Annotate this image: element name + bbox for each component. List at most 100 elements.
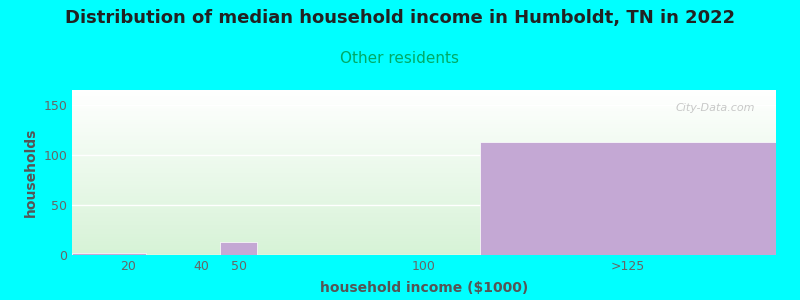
Bar <box>72 94 776 95</box>
Bar <box>72 138 776 139</box>
X-axis label: household income ($1000): household income ($1000) <box>320 281 528 295</box>
Bar <box>72 189 776 190</box>
Bar <box>72 179 776 180</box>
Bar <box>72 204 776 205</box>
Bar <box>72 195 776 196</box>
Bar <box>72 111 776 112</box>
Bar <box>72 137 776 138</box>
Bar <box>72 123 776 124</box>
Bar <box>72 184 776 185</box>
Bar <box>72 95 776 96</box>
Bar <box>72 240 776 241</box>
Bar <box>72 171 776 172</box>
Bar <box>72 230 776 231</box>
Y-axis label: households: households <box>24 128 38 217</box>
Bar <box>72 180 776 181</box>
Bar <box>72 97 776 98</box>
Bar <box>72 92 776 93</box>
Bar <box>72 229 776 230</box>
Bar <box>72 102 776 103</box>
Bar <box>72 163 776 164</box>
Bar <box>72 112 776 113</box>
Bar <box>72 173 776 174</box>
Bar <box>72 178 776 179</box>
Text: Distribution of median household income in Humboldt, TN in 2022: Distribution of median household income … <box>65 9 735 27</box>
Bar <box>72 196 776 197</box>
Bar <box>72 128 776 129</box>
Bar <box>72 248 776 249</box>
Bar <box>72 233 776 234</box>
Bar <box>72 237 776 238</box>
Bar <box>72 141 776 142</box>
Bar <box>72 142 776 143</box>
Bar <box>72 192 776 193</box>
Bar <box>72 193 776 194</box>
Bar <box>72 183 776 184</box>
Bar <box>72 251 776 252</box>
Bar <box>72 198 776 199</box>
Bar <box>72 146 776 147</box>
Bar <box>72 107 776 108</box>
Text: Other residents: Other residents <box>341 51 459 66</box>
Bar <box>72 182 776 183</box>
Bar <box>72 157 776 158</box>
Bar <box>72 131 776 132</box>
Bar <box>72 203 776 204</box>
Bar <box>72 150 776 151</box>
Bar <box>72 206 776 207</box>
Bar <box>72 190 776 191</box>
Bar <box>72 119 776 120</box>
Bar <box>72 168 776 169</box>
Bar <box>72 126 776 127</box>
Bar <box>72 93 776 94</box>
Bar <box>72 228 776 229</box>
Bar <box>72 113 776 114</box>
Bar <box>72 217 776 218</box>
Bar <box>72 116 776 117</box>
Bar <box>72 200 776 201</box>
Bar <box>72 205 776 206</box>
Bar <box>72 167 776 168</box>
Bar <box>72 135 776 136</box>
Bar <box>72 242 776 243</box>
Bar <box>72 144 776 145</box>
Bar <box>220 242 258 255</box>
Bar <box>72 156 776 157</box>
Bar <box>72 249 776 250</box>
Bar <box>72 153 776 154</box>
Bar <box>72 219 776 220</box>
Bar <box>72 151 776 152</box>
Bar <box>72 117 776 118</box>
Bar <box>72 166 776 167</box>
Bar <box>72 127 776 128</box>
Bar <box>72 136 776 137</box>
Bar <box>72 154 776 155</box>
Bar <box>72 208 776 209</box>
Bar <box>72 246 776 247</box>
Bar <box>72 253 776 254</box>
Bar <box>72 253 146 255</box>
Bar <box>72 118 776 119</box>
Bar <box>72 252 776 253</box>
Bar <box>72 122 776 123</box>
Bar <box>72 250 776 251</box>
Bar <box>72 140 776 141</box>
Bar <box>72 234 776 235</box>
Bar <box>72 174 776 175</box>
Bar <box>479 142 776 255</box>
Bar <box>72 197 776 198</box>
Bar <box>72 218 776 219</box>
Bar <box>72 145 776 146</box>
Bar <box>72 110 776 111</box>
Bar <box>72 164 776 165</box>
Bar <box>72 194 776 195</box>
Bar <box>72 152 776 153</box>
Bar <box>72 132 776 133</box>
Bar <box>72 238 776 239</box>
Bar <box>72 175 776 176</box>
Bar <box>72 162 776 163</box>
Bar <box>72 161 776 162</box>
Bar <box>72 209 776 210</box>
Bar <box>72 115 776 116</box>
Bar <box>72 100 776 101</box>
